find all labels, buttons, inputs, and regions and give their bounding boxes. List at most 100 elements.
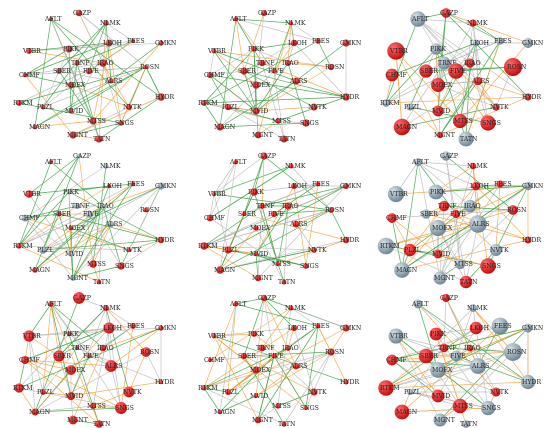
node-tatn <box>281 421 287 427</box>
edge <box>50 303 90 357</box>
edge <box>227 106 279 122</box>
edge <box>409 205 445 251</box>
node-hydr <box>520 374 536 390</box>
node-label: MAGN <box>396 267 418 274</box>
node-label: MGNT <box>252 417 274 424</box>
node-label: SBER <box>238 68 256 75</box>
node-label: CHMF <box>386 357 407 364</box>
edge <box>72 185 110 279</box>
edge <box>78 155 94 265</box>
edge <box>235 303 319 327</box>
node-plzl <box>403 243 417 257</box>
node-nvtk <box>311 247 317 253</box>
node-label: PLZL <box>404 389 421 396</box>
node-chmf <box>206 214 214 222</box>
edge <box>409 249 489 267</box>
edge <box>76 347 162 383</box>
node-sber <box>240 352 248 360</box>
node-magn <box>216 266 224 274</box>
node-label: GAZP <box>73 153 91 160</box>
node-label: FIVE <box>83 353 99 360</box>
node-gmkn <box>158 40 164 46</box>
node-aflt <box>410 11 426 27</box>
node-label: SNGS <box>482 263 501 270</box>
node-plzl <box>224 246 232 254</box>
node-sber <box>421 209 431 219</box>
node-label: GAZP <box>440 153 458 160</box>
edge <box>263 297 275 357</box>
node-lkoh <box>291 183 297 189</box>
edge <box>58 22 107 72</box>
edge <box>395 335 479 367</box>
node-lkoh <box>106 183 112 189</box>
edge <box>273 42 295 72</box>
node-label: MVID <box>65 393 83 400</box>
edge <box>435 185 529 193</box>
edge <box>219 395 257 413</box>
node-label: LKOH <box>288 183 308 190</box>
edge <box>472 22 479 82</box>
edge <box>110 223 162 241</box>
edge <box>58 213 162 241</box>
edge <box>102 327 162 349</box>
edge <box>203 96 347 104</box>
edge <box>445 12 529 44</box>
node-label: SBER <box>420 353 438 360</box>
node-label: IRAO <box>282 345 299 352</box>
edge <box>72 419 100 425</box>
node-mgnt <box>254 416 262 424</box>
node-label: VTBR <box>22 191 41 198</box>
node-label: MAGN <box>214 409 236 416</box>
node-irao <box>466 344 474 352</box>
node-label: MOEX <box>432 367 453 374</box>
node-label: NVTK <box>308 247 327 254</box>
node-label: FIVE <box>83 68 99 75</box>
edge <box>425 351 514 357</box>
node-alrs <box>470 358 486 374</box>
node-vtbr <box>211 48 217 54</box>
node-aflt <box>233 159 239 165</box>
edge <box>18 161 52 247</box>
node-lkoh <box>471 181 481 191</box>
edge <box>253 333 297 367</box>
node-label: MTSS <box>272 403 291 410</box>
edge <box>257 120 279 136</box>
node-five <box>451 209 461 219</box>
edge <box>50 18 130 108</box>
node-magn <box>394 404 410 420</box>
edge <box>209 48 255 76</box>
node-label: RTKM <box>13 385 33 392</box>
edge <box>50 303 104 349</box>
edge <box>76 185 110 207</box>
edge <box>110 327 162 367</box>
node-fees <box>130 181 136 187</box>
edge <box>277 307 292 407</box>
edge <box>209 74 347 98</box>
edge <box>88 325 134 357</box>
node-plzl <box>224 103 232 111</box>
node-trnf <box>74 60 80 66</box>
node-gazp <box>75 9 83 17</box>
node-chmf <box>207 357 213 363</box>
node-label: NLMK <box>100 305 121 312</box>
node-pikk <box>429 327 443 341</box>
node-label: NLMK <box>467 20 488 27</box>
node-label: HYDR <box>340 379 359 386</box>
edge <box>219 355 275 413</box>
edge <box>105 307 134 327</box>
node-label: MAGN <box>29 409 51 416</box>
edge <box>417 161 471 207</box>
edge <box>72 185 162 279</box>
edge <box>24 217 74 279</box>
node-alrs <box>292 362 300 370</box>
node-moex <box>68 225 74 231</box>
node-label: MVID <box>432 108 450 115</box>
node-label: MAGN <box>214 267 236 274</box>
node-pikk <box>65 45 73 53</box>
node-nvtk <box>490 244 502 256</box>
node-label: SBER <box>53 68 71 75</box>
node-irao <box>463 199 477 213</box>
node-label: FEES <box>312 38 330 45</box>
node-mgnt <box>436 131 444 139</box>
node-rtkm <box>382 99 390 107</box>
